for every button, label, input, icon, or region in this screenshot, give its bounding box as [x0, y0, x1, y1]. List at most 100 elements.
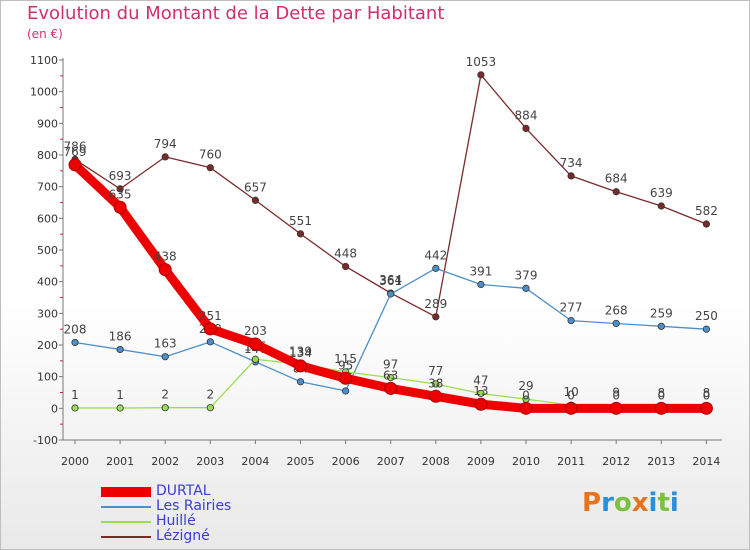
- data-label-lezigne: 639: [650, 186, 673, 200]
- y-tick-label: 400: [37, 276, 58, 289]
- x-tick-label: 2003: [196, 455, 224, 468]
- y-tick-label: 800: [37, 149, 58, 162]
- proxiti-logo: Proxiti: [582, 488, 679, 518]
- data-point-les-rairies: [567, 317, 575, 325]
- data-point-les-rairies: [657, 322, 665, 330]
- data-label-huille: 9: [612, 385, 620, 399]
- legend: DURTAL Les Rairies Huillé Lézigné: [101, 484, 231, 544]
- x-tick-label: 2012: [602, 455, 630, 468]
- x-tick-label: 2002: [151, 455, 179, 468]
- data-label-durtal: 203: [244, 324, 267, 338]
- x-tick-label: 2014: [692, 455, 720, 468]
- legend-swatch-durtal: [101, 486, 151, 497]
- data-label-huille: 2: [206, 388, 214, 402]
- y-tick-label: 1000: [30, 86, 58, 99]
- data-label-durtal: 0: [657, 388, 665, 402]
- data-label-durtal: 63: [383, 368, 398, 382]
- data-point-lezigne: [522, 124, 530, 132]
- data-point-les-rairies: [71, 338, 79, 347]
- data-label-huille: 29: [518, 379, 533, 393]
- y-tick-label: 100: [37, 371, 58, 384]
- y-tick-label: 0: [51, 402, 58, 415]
- data-label-durtal: 251: [199, 309, 222, 323]
- data-point-lezigne: [432, 313, 440, 321]
- data-point-durtal: [384, 381, 398, 395]
- y-tick-label: 300: [37, 307, 58, 320]
- data-label-huille: 139: [289, 344, 312, 358]
- legend-label-huille: Huillé: [156, 513, 196, 529]
- data-label-lezigne: 684: [605, 172, 628, 186]
- data-point-durtal: [654, 401, 668, 415]
- data-point-durtal: [158, 263, 172, 277]
- y-tick-label: -100: [33, 434, 58, 447]
- data-label-les-rairies: 163: [154, 337, 177, 351]
- legend-item-durtal: DURTAL: [101, 484, 231, 499]
- data-label-les-rairies: 250: [695, 309, 718, 323]
- data-label-les-rairies: 391: [469, 265, 492, 279]
- data-point-durtal: [699, 401, 713, 415]
- data-point-huille: [251, 355, 259, 363]
- logo-letter-p: P: [582, 488, 602, 518]
- legend-swatch-lezigne: [101, 535, 151, 538]
- data-label-lezigne: 794: [154, 137, 177, 151]
- data-point-durtal: [68, 158, 82, 172]
- x-tick-label: 2005: [287, 455, 315, 468]
- data-label-durtal: 438: [154, 250, 177, 264]
- data-label-lezigne: 884: [515, 108, 538, 122]
- data-point-les-rairies: [702, 325, 711, 333]
- data-point-les-rairies: [612, 319, 620, 328]
- data-point-les-rairies: [206, 338, 214, 346]
- data-point-durtal: [203, 322, 217, 336]
- data-label-durtal: 635: [109, 187, 132, 201]
- data-label-les-rairies: 277: [560, 301, 583, 315]
- x-tick-label: 2011: [557, 455, 585, 468]
- data-label-huille: 2: [161, 388, 169, 402]
- data-point-durtal: [339, 371, 353, 385]
- data-label-lezigne: 786: [64, 139, 87, 153]
- data-point-huille: [161, 404, 169, 412]
- data-point-durtal: [294, 359, 307, 373]
- data-label-les-rairies: 379: [515, 268, 538, 282]
- data-point-durtal: [474, 397, 488, 411]
- data-label-lezigne: 448: [334, 246, 357, 260]
- data-label-les-rairies: 442: [424, 248, 447, 262]
- data-point-les-rairies: [161, 353, 169, 361]
- data-label-lezigne: 1053: [466, 55, 497, 69]
- data-point-lezigne: [477, 71, 485, 79]
- data-label-les-rairies: 186: [109, 329, 132, 343]
- data-label-lezigne: 693: [109, 169, 132, 183]
- data-label-huille: 47: [473, 373, 488, 387]
- y-tick-label: 600: [37, 212, 58, 225]
- data-point-les-rairies: [387, 290, 395, 298]
- x-tick-label: 2013: [647, 455, 675, 468]
- data-point-les-rairies: [432, 264, 440, 272]
- data-label-huille: 97: [383, 358, 398, 372]
- data-label-durtal: 95: [338, 358, 353, 372]
- x-tick-label: 2007: [377, 455, 405, 468]
- data-point-durtal: [564, 401, 578, 415]
- data-point-lezigne: [702, 220, 711, 228]
- data-point-lezigne: [657, 202, 665, 210]
- data-label-lezigne: 289: [424, 297, 447, 311]
- data-label-les-rairies: 208: [64, 322, 87, 336]
- legend-item-lezigne: Lézigné: [101, 529, 231, 544]
- data-point-huille: [71, 404, 79, 412]
- data-label-les-rairies: 361: [379, 274, 402, 288]
- legend-item-les-rairies: Les Rairies: [101, 499, 231, 514]
- data-point-lezigne: [206, 164, 214, 172]
- legend-label-lezigne: Lézigné: [156, 528, 210, 544]
- data-point-lezigne: [567, 172, 575, 180]
- data-point-durtal: [609, 401, 623, 415]
- logo-letter-i: i: [648, 488, 658, 518]
- y-tick-label: 700: [37, 181, 58, 194]
- data-point-durtal: [113, 200, 127, 214]
- data-point-les-rairies: [296, 378, 305, 386]
- data-label-durtal: 769: [64, 145, 87, 159]
- chart-subtitle: (en €): [27, 27, 63, 41]
- data-point-durtal: [429, 389, 443, 403]
- data-label-durtal: 0: [703, 388, 711, 402]
- x-tick-label: 2001: [106, 455, 134, 468]
- data-point-les-rairies: [341, 387, 350, 395]
